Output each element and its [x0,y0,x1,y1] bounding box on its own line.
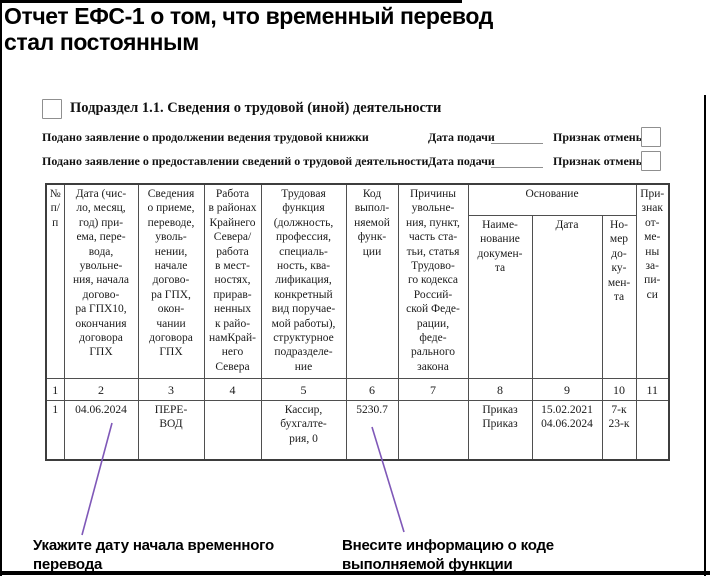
cell-doc-date: 15.02.2021 04.06.2024 [531,400,603,461]
frame-left-border [0,0,2,576]
page-title: Отчет ЕФС-1 о том, что временный перевод… [4,3,493,55]
annotation-date: Укажите дату начала временного перевода [33,537,274,573]
statement-text: Подано заявление о продолжении ведения т… [42,130,369,144]
cancel-checkbox[interactable] [641,151,661,171]
efs1-table: № п/п Дата (чис- ло, месяц, год) при- ем… [45,183,670,461]
date-input-line[interactable] [491,130,543,144]
cell-date: 04.06.2024 [63,400,139,461]
cell-doc-name: Приказ Приказ [467,400,533,461]
col-header-num: № п/п [45,183,65,379]
col-header-code: Код выпол- няемой функ- ции [345,183,399,379]
date-input-line[interactable] [491,154,543,168]
cancel-label: Признак отмены [553,130,646,144]
statement-row: Подано заявление о предоставлении сведен… [0,151,710,173]
cell-num: 1 [45,400,65,461]
cancel-checkbox[interactable] [641,127,661,147]
statement-row: Подано заявление о продолжении ведения т… [0,127,710,149]
col-header-doc-name: Наиме- нование докумен- та [467,215,533,379]
cancel-label: Признак отмены [553,154,646,168]
cell-doc-number: 7-к 23-к [601,400,637,461]
table-row: 1 04.06.2024 ПЕРЕ- ВОД Кассир, бухгалте-… [45,400,670,461]
col-header-north: Работа в районах Крайнего Севера/ работа… [203,183,262,379]
date-label: Дата подачи [428,154,495,168]
col-header-dismissal: Причины увольне- ния, пункт, часть ста- … [397,183,469,379]
cell-event: ПЕРЕ- ВОД [137,400,205,461]
cell-function: Кассир, бухгалте- рия, 0 [260,400,347,461]
frame-top-border [0,0,462,3]
cell-dismissal [397,400,469,461]
col-header-event: Сведения о приеме, переводе, уволь- нени… [137,183,205,379]
frame-bottom-border [0,571,710,575]
cell-cancel [635,400,670,461]
statement-text: Подано заявление о предоставлении сведен… [42,154,429,168]
col-header-doc-number: Но- мер до- ку- мен- та [601,215,637,379]
col-header-function: Трудовая функция (должность, профессия, … [260,183,347,379]
annotation-code: Внесите информацию о коде выполняемой фу… [342,537,554,573]
col-header-basis: Основание [467,183,637,216]
col-header-cancel: При- знак от- ме- ны за- пи- си [635,183,670,379]
cell-code: 5230.7 [345,400,399,461]
col-header-doc-date: Дата [531,215,603,379]
column-number-row: 1 2 3 4 5 6 7 8 9 10 11 [45,378,670,401]
date-label: Дата подачи [428,130,495,144]
subsection-checkbox[interactable] [42,99,62,119]
subsection-title: Подраздел 1.1. Сведения о трудовой (иной… [70,100,442,116]
col-header-date: Дата (чис- ло, месяц, год) при- ема, пер… [63,183,139,379]
cell-north [203,400,262,461]
frame-right-border [704,95,706,576]
